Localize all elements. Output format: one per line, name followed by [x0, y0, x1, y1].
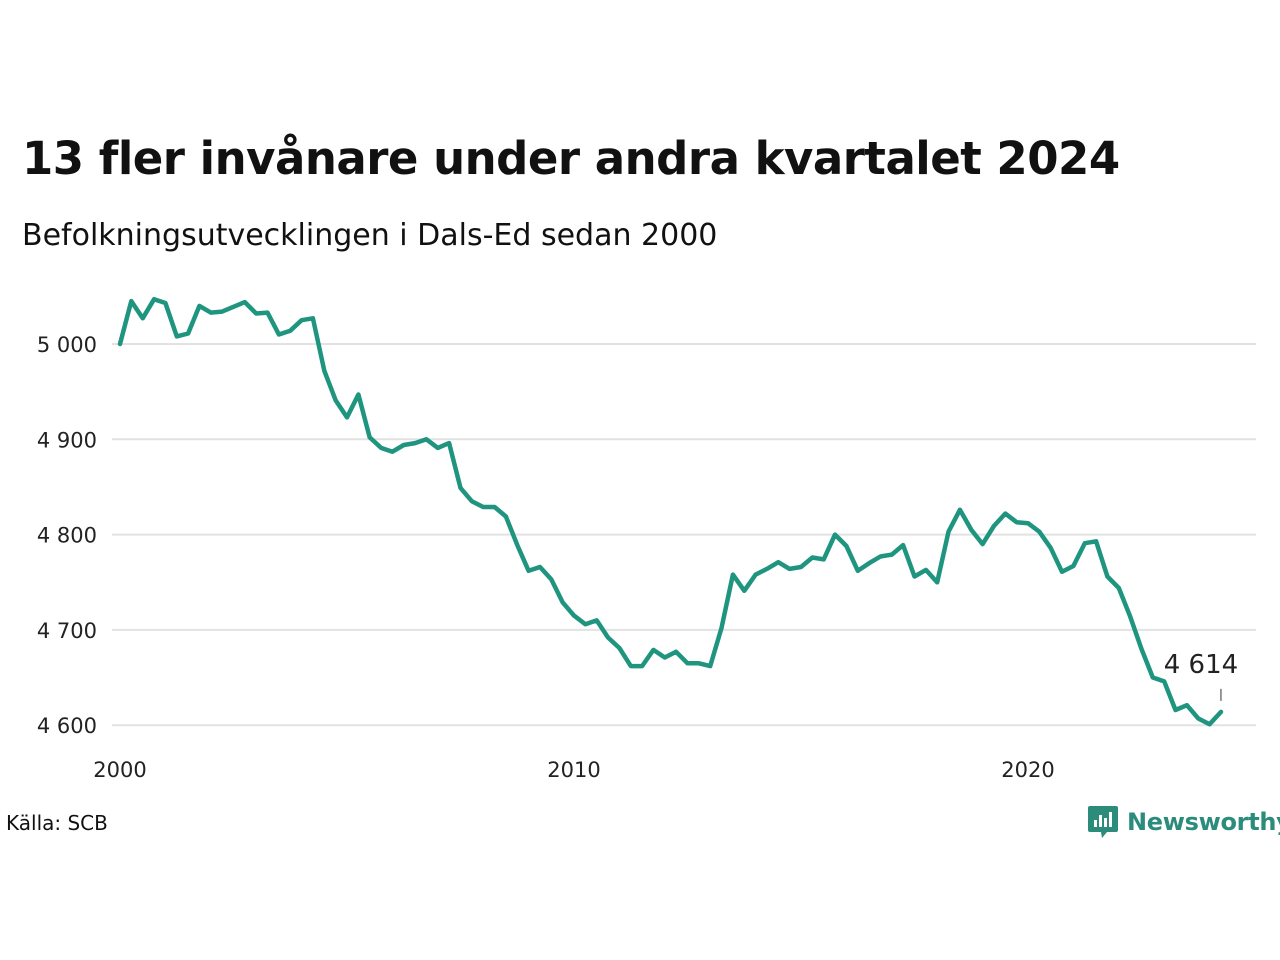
y-tick-label: 5 000: [37, 333, 97, 357]
x-tick-label: 2010: [547, 758, 600, 782]
y-axis-labels: 4 600 4 700 4 800 4 900 5 000: [37, 333, 97, 738]
series-line: [117, 296, 1224, 727]
x-axis-labels: 2000 2010 2020: [93, 758, 1054, 782]
chart-title: 13 fler invånare under andra kvartalet 2…: [22, 132, 1120, 185]
y-tick-label: 4 900: [37, 428, 97, 452]
last-value-label: 4 614: [1164, 650, 1238, 680]
x-tick-label: 2000: [93, 758, 146, 782]
chart-subtitle: Befolkningsutvecklingen i Dals-Ed sedan …: [22, 218, 718, 253]
source-note: Källa: SCB: [6, 811, 108, 835]
series-layer: [117, 296, 1224, 727]
annotation-layer: 4 614: [1164, 650, 1238, 701]
grid-layer: [112, 343, 1256, 727]
y-tick-label: 4 600: [37, 714, 97, 738]
brand-logo[interactable]: Newsworthy: [1087, 804, 1280, 840]
x-tick-label: 2020: [1001, 758, 1054, 782]
y-tick-label: 4 800: [37, 524, 97, 548]
line-chart: 4 600 4 700 4 800 4 900 5 000 2000 2010 2020 4…: [37, 296, 1256, 782]
y-tick-label: 4 700: [37, 619, 97, 643]
brand-name: Newsworthy: [1127, 808, 1280, 836]
newsworthy-logo-icon: [1088, 806, 1118, 838]
